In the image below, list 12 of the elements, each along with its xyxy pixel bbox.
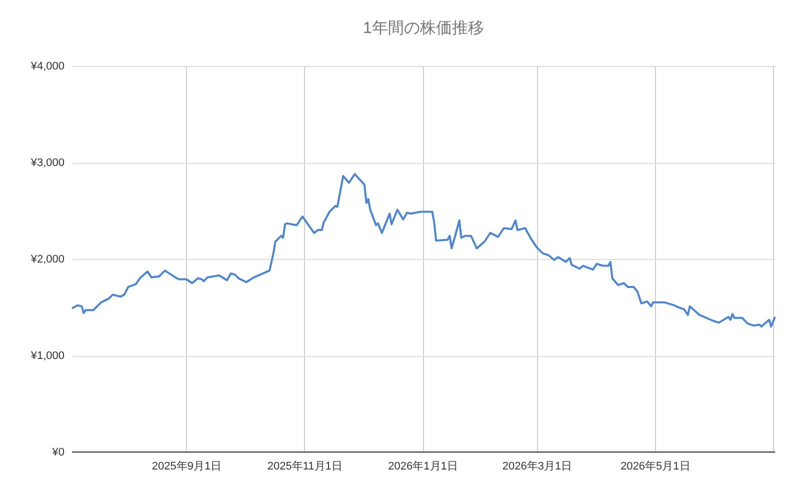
y-tick-label: ¥2,000 [30, 254, 64, 266]
x-tick-label: 2026年1月1日 [388, 460, 458, 472]
x-tick-label: 2025年11月1日 [267, 460, 342, 472]
y-tick-label: ¥4,000 [30, 60, 64, 72]
line-series [71, 173, 776, 328]
x-tick-label: 2026年5月1日 [620, 460, 690, 472]
x-tick-label: 2026年3月1日 [502, 460, 572, 472]
y-tick-label: ¥3,000 [30, 157, 64, 169]
chart-title: 1年間の株価推移 [363, 19, 484, 37]
y-tick-label: ¥1,000 [30, 350, 64, 362]
x-tick-label: 2025年9月1日 [152, 460, 222, 472]
y-tick-label: ¥0 [51, 446, 64, 458]
